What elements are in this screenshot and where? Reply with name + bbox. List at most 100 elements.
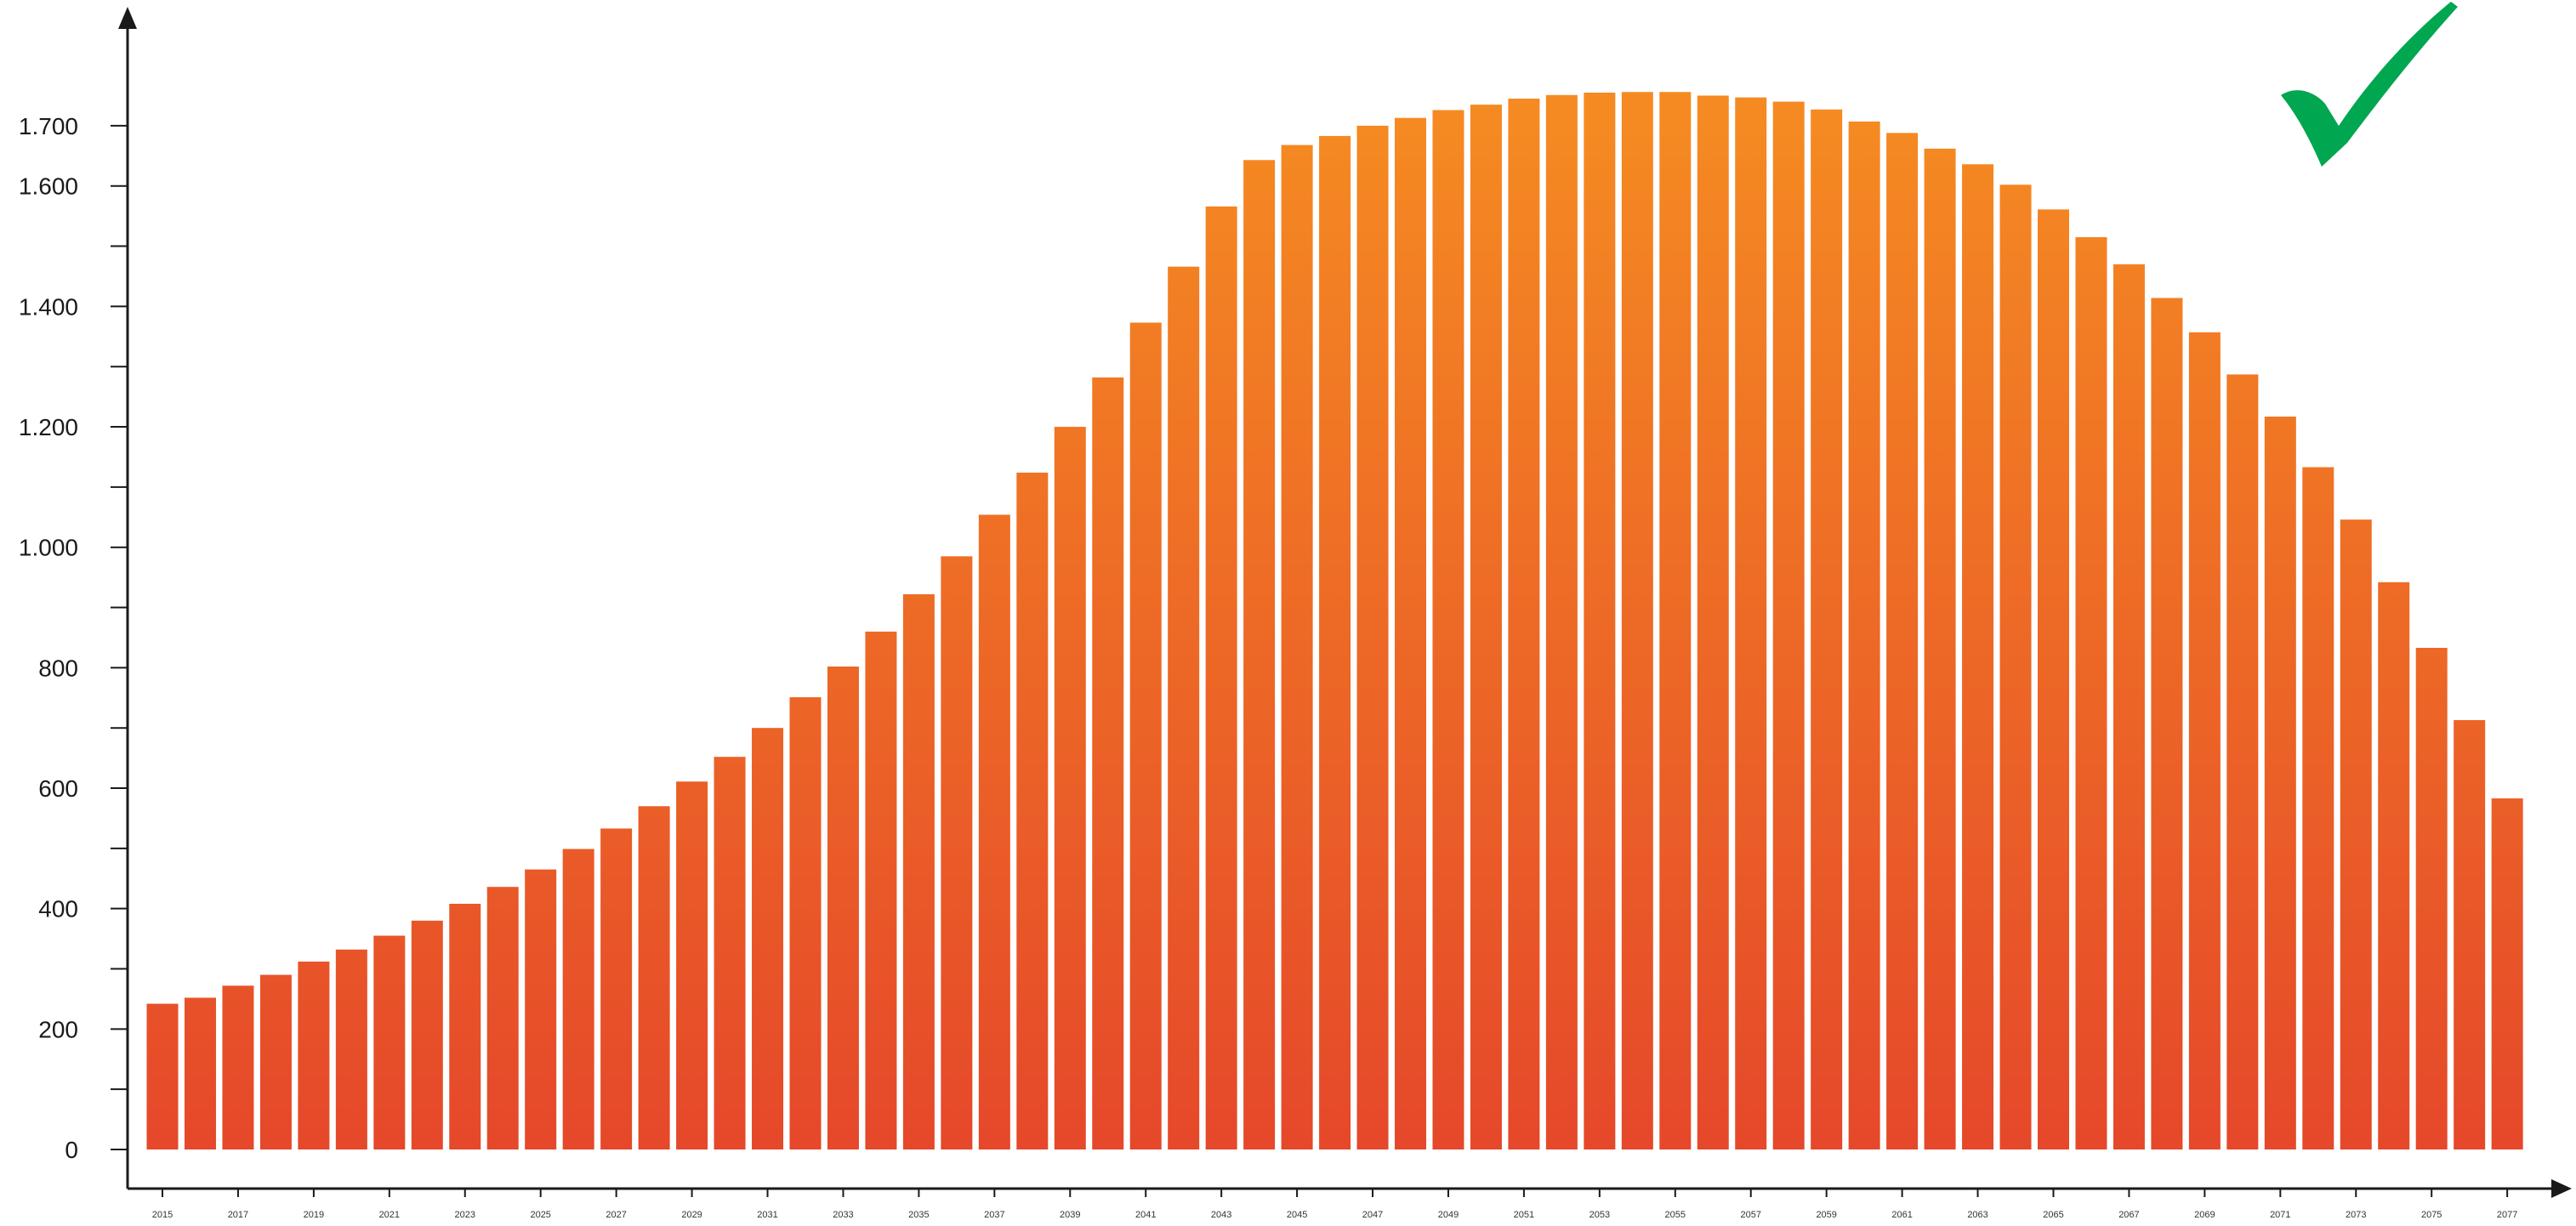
y-tick-label: 1.200 bbox=[19, 414, 78, 440]
bar-2066 bbox=[2075, 236, 2107, 1150]
bar-2015 bbox=[146, 1003, 179, 1149]
bar-2031 bbox=[752, 728, 784, 1149]
bar-2030 bbox=[714, 757, 746, 1149]
bar-2061 bbox=[1886, 133, 1919, 1149]
bar-2021 bbox=[373, 935, 406, 1149]
y-axis-arrow bbox=[118, 7, 137, 29]
x-tick-label: 2035 bbox=[908, 1210, 929, 1220]
bar-2041 bbox=[1129, 322, 1162, 1149]
x-tick-label: 2043 bbox=[1211, 1210, 1231, 1220]
y-tick-label: 1.400 bbox=[19, 293, 78, 320]
bar-2071 bbox=[2264, 417, 2296, 1149]
bar-2051 bbox=[1508, 99, 1540, 1149]
x-tick-label: 2019 bbox=[304, 1210, 324, 1220]
bar-2077 bbox=[2491, 798, 2523, 1149]
bar-2048 bbox=[1395, 117, 1427, 1150]
bar-2044 bbox=[1243, 160, 1276, 1149]
bar-2056 bbox=[1697, 95, 1729, 1150]
x-tick-label: 2041 bbox=[1135, 1210, 1156, 1220]
bar-2045 bbox=[1281, 145, 1313, 1149]
x-tick-label: 2029 bbox=[681, 1210, 702, 1220]
x-tick-label: 2023 bbox=[455, 1210, 475, 1220]
x-tick-label: 2075 bbox=[2421, 1210, 2442, 1220]
x-tick-label: 2059 bbox=[1816, 1210, 1836, 1220]
y-axis-ticks: 0 200 400 600 800 1.000 1.200 1.400 1.600 1.700 bbox=[19, 113, 128, 1163]
bar-2020 bbox=[335, 949, 367, 1149]
bar-2074 bbox=[2378, 582, 2410, 1149]
bar-2070 bbox=[2226, 374, 2259, 1149]
bar-2063 bbox=[1962, 164, 1994, 1150]
x-tick-label: 2033 bbox=[833, 1210, 853, 1220]
x-tick-label: 2061 bbox=[1891, 1210, 1912, 1220]
x-tick-label: 2021 bbox=[379, 1210, 400, 1220]
bar-2073 bbox=[2340, 519, 2372, 1149]
bar-2050 bbox=[1470, 105, 1502, 1150]
bar-2019 bbox=[298, 962, 330, 1149]
bar-2040 bbox=[1092, 377, 1124, 1150]
bar-2025 bbox=[525, 869, 557, 1149]
bar-2069 bbox=[2188, 332, 2221, 1150]
bar-2022 bbox=[411, 920, 443, 1149]
x-axis-arrow bbox=[2551, 1179, 2572, 1198]
bar-2024 bbox=[486, 887, 519, 1149]
bar-2035 bbox=[902, 593, 935, 1149]
bar-2017 bbox=[222, 985, 254, 1149]
x-tick-label: 2055 bbox=[1665, 1210, 1686, 1220]
bar-2027 bbox=[600, 828, 633, 1149]
bar-2047 bbox=[1356, 125, 1389, 1149]
x-tick-label: 2045 bbox=[1287, 1210, 1307, 1220]
x-tick-label: 2017 bbox=[228, 1210, 248, 1220]
y-tick-label: 1.000 bbox=[19, 535, 78, 561]
x-tick-label: 2049 bbox=[1438, 1210, 1459, 1220]
bar-2068 bbox=[2151, 298, 2183, 1150]
y-tick-label: 400 bbox=[38, 896, 78, 922]
bar-2032 bbox=[789, 697, 822, 1149]
bar-2054 bbox=[1621, 92, 1653, 1150]
x-tick-label: 2069 bbox=[2194, 1210, 2215, 1220]
x-tick-label: 2057 bbox=[1740, 1210, 1760, 1220]
bar-2046 bbox=[1319, 135, 1351, 1150]
bar-2042 bbox=[1168, 266, 1200, 1149]
axes bbox=[118, 7, 2572, 1198]
bar-2052 bbox=[1545, 94, 1578, 1149]
x-tick-label: 2067 bbox=[2118, 1210, 2139, 1220]
x-tick-label: 2053 bbox=[1589, 1210, 1610, 1220]
bar-2058 bbox=[1772, 101, 1805, 1149]
bar-2072 bbox=[2302, 467, 2334, 1149]
x-tick-label: 2073 bbox=[2346, 1210, 2366, 1220]
bar-2055 bbox=[1659, 92, 1692, 1150]
bar-2016 bbox=[184, 997, 216, 1149]
x-tick-label: 2071 bbox=[2270, 1210, 2290, 1220]
x-tick-label: 2025 bbox=[530, 1210, 550, 1220]
bar-2034 bbox=[865, 631, 897, 1149]
bar-2067 bbox=[2113, 264, 2145, 1149]
bar-2064 bbox=[1999, 184, 2032, 1149]
y-tick-label: 1.700 bbox=[19, 113, 78, 139]
checkmark-icon bbox=[2281, 2, 2458, 167]
x-tick-label: 2077 bbox=[2497, 1210, 2517, 1220]
bar-2018 bbox=[259, 974, 292, 1149]
bar-2029 bbox=[676, 781, 708, 1149]
x-axis-ticks: 2015 2017 2019 2021 2023 2025 2027 2029 2031 2033… bbox=[152, 1189, 2517, 1220]
x-tick-label: 2015 bbox=[152, 1210, 173, 1220]
bar-2057 bbox=[1735, 97, 1767, 1150]
x-tick-label: 2027 bbox=[606, 1210, 626, 1220]
bar-2053 bbox=[1584, 92, 1616, 1149]
x-tick-label: 2039 bbox=[1060, 1210, 1080, 1220]
x-tick-label: 2031 bbox=[757, 1210, 777, 1220]
x-tick-label: 2065 bbox=[2043, 1210, 2063, 1220]
bar-2043 bbox=[1205, 206, 1237, 1149]
y-tick-label: 1.600 bbox=[19, 173, 78, 200]
bar-2075 bbox=[2415, 647, 2448, 1149]
y-tick-label: 0 bbox=[65, 1137, 78, 1163]
x-tick-label: 2047 bbox=[1362, 1210, 1383, 1220]
bar-2060 bbox=[1848, 121, 1880, 1150]
bar-2036 bbox=[941, 556, 973, 1149]
x-tick-label: 2051 bbox=[1514, 1210, 1534, 1220]
x-tick-label: 2037 bbox=[984, 1210, 1004, 1220]
bar-2039 bbox=[1054, 427, 1086, 1149]
bar-2062 bbox=[1924, 148, 1956, 1149]
bar-2065 bbox=[2038, 209, 2069, 1150]
y-tick-label: 600 bbox=[38, 775, 78, 802]
